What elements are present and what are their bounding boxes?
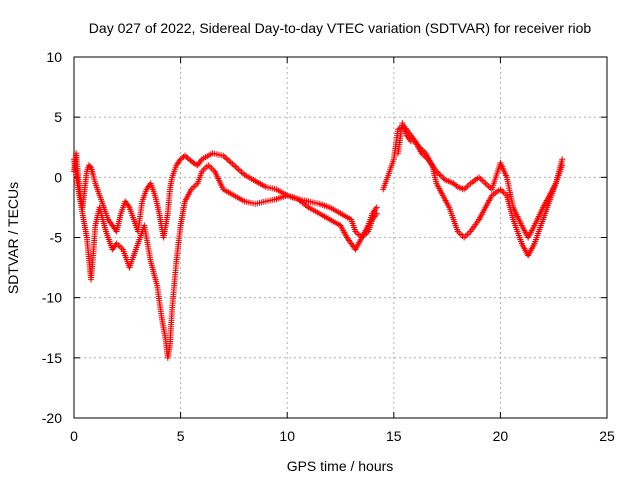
data-point <box>373 204 380 211</box>
x-tick-label: 10 <box>279 428 295 444</box>
data-point <box>229 160 236 167</box>
data-point <box>485 183 492 190</box>
data-point <box>208 165 215 172</box>
grid-lines <box>74 57 607 418</box>
axis-ticks: 0 5 10 15 20 25 -20 -15 -10 -5 0 5 10 <box>42 49 615 444</box>
data-point <box>465 229 472 236</box>
data-point <box>480 178 487 185</box>
y-tick-label: 10 <box>46 49 62 65</box>
data-point <box>233 165 240 172</box>
data-point <box>434 169 441 176</box>
data-point <box>498 187 505 194</box>
x-tick-label: 0 <box>70 428 78 444</box>
data-point <box>462 232 469 239</box>
data-point <box>436 171 443 178</box>
data-point <box>440 175 447 182</box>
y-tick-label: -5 <box>50 230 63 246</box>
data-point <box>439 173 446 180</box>
data-point <box>227 159 234 166</box>
data-points <box>71 120 566 361</box>
data-point <box>461 234 468 241</box>
data-point <box>191 183 198 190</box>
data-point <box>115 242 122 249</box>
y-tick-label: 0 <box>54 169 62 185</box>
data-point <box>202 165 209 172</box>
data-point <box>226 158 233 165</box>
data-point <box>206 163 213 170</box>
data-point <box>116 243 123 250</box>
y-tick-label: 5 <box>54 109 62 125</box>
data-point <box>437 172 444 179</box>
y-axis-label: SDTVAR / TECUs <box>5 182 21 294</box>
data-point <box>433 168 440 175</box>
x-tick-label: 15 <box>386 428 402 444</box>
data-point <box>205 162 212 169</box>
chart-title: Day 027 of 2022, Sidereal Day-to-day VTE… <box>89 20 592 36</box>
data-point <box>464 231 471 238</box>
data-point <box>453 182 460 189</box>
x-tick-label: 25 <box>599 428 615 444</box>
x-tick-label: 5 <box>177 428 185 444</box>
data-point <box>559 156 566 163</box>
data-point <box>223 155 230 162</box>
y-tick-label: -15 <box>42 350 62 366</box>
data-point <box>462 184 469 191</box>
data-point <box>224 156 231 163</box>
x-tick-label: 20 <box>493 428 509 444</box>
data-point <box>465 181 472 188</box>
y-tick-label: -20 <box>42 410 62 426</box>
data-point <box>235 166 242 173</box>
data-point <box>477 175 484 182</box>
data-point <box>484 181 491 188</box>
data-point <box>238 169 245 176</box>
data-point <box>86 163 93 170</box>
x-axis-label: GPS time / hours <box>287 458 394 474</box>
data-point <box>230 162 237 169</box>
data-point <box>236 167 243 174</box>
data-point <box>232 163 239 170</box>
data-point <box>482 180 489 187</box>
y-tick-label: -10 <box>42 290 62 306</box>
data-point <box>457 231 464 238</box>
